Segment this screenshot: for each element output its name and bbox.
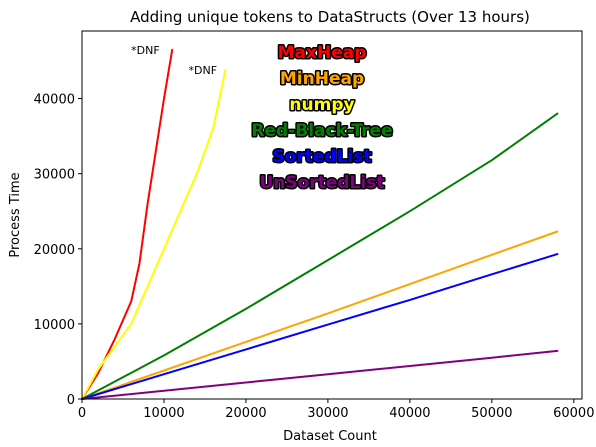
y-tick-label: 30000 (34, 168, 75, 183)
legend-entry-numpy: numpy (289, 95, 354, 115)
x-tick-label: 20000 (225, 406, 266, 421)
chart-title: Adding unique tokens to DataStructs (Ove… (130, 8, 530, 26)
legend-entry-sortedlist: SortedList (272, 147, 371, 167)
y-tick-label: 10000 (34, 318, 75, 333)
series-line-sortedlist (81, 253, 559, 400)
series-line-numpy (81, 69, 227, 400)
y-axis-ticks: 0 10000 20000 30000 40000 (34, 93, 82, 408)
x-tick-label: 10000 (143, 406, 184, 421)
y-tick-label: 20000 (34, 243, 75, 258)
x-tick-label: 50000 (471, 406, 512, 421)
x-axis-label: Dataset Count (283, 429, 377, 444)
y-tick-label: 40000 (34, 93, 75, 108)
legend-entry-red-black-tree: Red-Black-Tree (251, 121, 392, 141)
dnf-annotation: *DNF (131, 44, 160, 57)
legend: MaxHeap MinHeap numpy Red-Black-Tree SortedL… (250, 42, 394, 195)
legend-entry-maxheap: MaxHeap (278, 43, 367, 63)
x-axis-ticks: 0 10000 20000 30000 40000 50000 60000 (78, 399, 594, 421)
series-line-red-black-tree (81, 112, 559, 400)
dnf-annotation: *DNF (189, 64, 218, 77)
y-axis-label: Process Time (8, 172, 23, 257)
series-layer (81, 48, 559, 400)
x-tick-label: 0 (78, 406, 86, 421)
series-line-minheap (81, 230, 559, 400)
legend-entry-unsortedlist: UnSortedList (260, 173, 385, 193)
x-tick-label: 40000 (389, 406, 430, 421)
plot-frame (81, 30, 583, 400)
y-tick-label: 0 (67, 393, 75, 408)
x-tick-label: 30000 (307, 406, 348, 421)
annotation-layer: *DNF *DNF (131, 44, 217, 77)
series-line-unsortedlist (81, 349, 559, 400)
legend-entry-minheap: MinHeap (280, 69, 364, 89)
x-tick-label: 60000 (553, 406, 594, 421)
